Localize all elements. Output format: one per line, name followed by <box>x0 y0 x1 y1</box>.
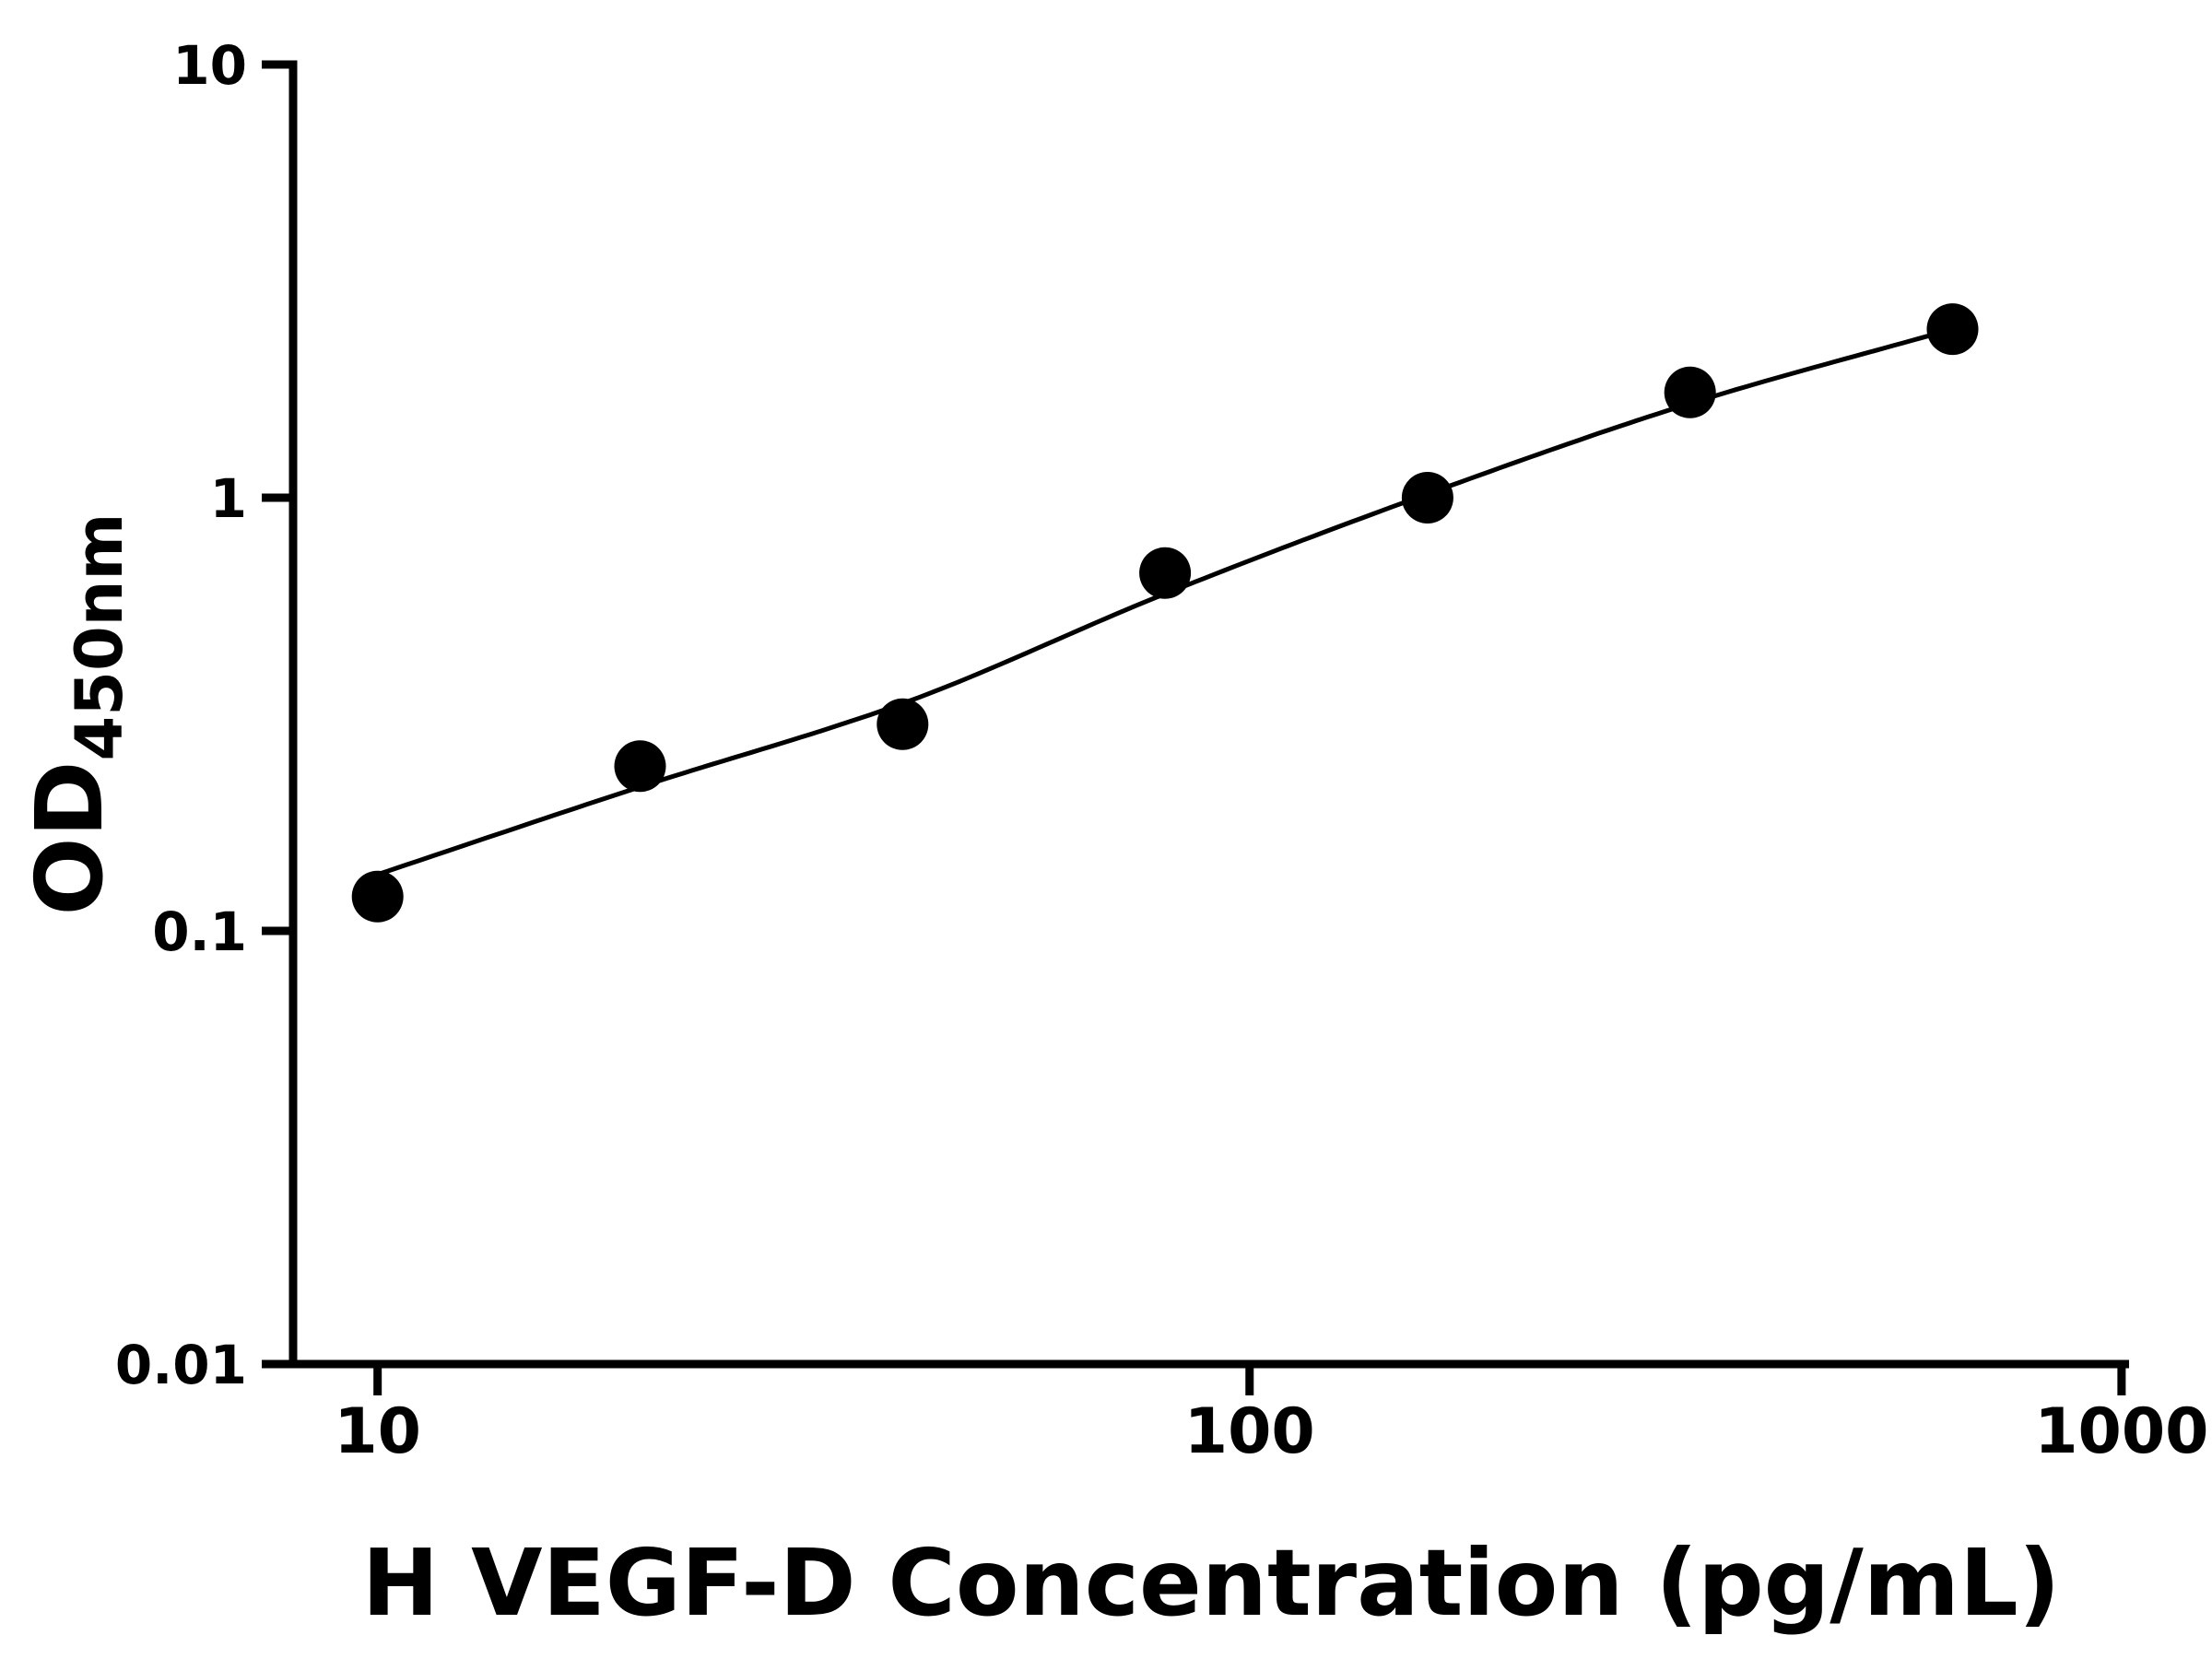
data-point <box>1401 472 1453 524</box>
axes-layer: 10 100 1000 10 1 0.1 0.01 <box>115 34 2209 1468</box>
y-tick-label: 10 <box>172 34 247 97</box>
axis-spine <box>288 60 2129 1369</box>
data-point <box>1926 303 1979 356</box>
y-tick-label: 0.1 <box>152 900 247 963</box>
x-tick-label: 100 <box>1184 1395 1315 1468</box>
x-axis-title: H VEGF-D Concentration (pg/mL) <box>362 1529 2061 1637</box>
fit-curve-line <box>376 326 1954 877</box>
data-point <box>351 870 404 923</box>
data-point <box>1664 366 1716 418</box>
data-point <box>614 740 666 793</box>
data-layer <box>351 303 1979 923</box>
y-axis-title: OD450nm <box>16 513 137 916</box>
y-axis-title-subscript: 450nm <box>62 513 137 761</box>
data-point <box>1139 547 1192 599</box>
y-tick-label: 1 <box>210 467 247 530</box>
x-tick-label: 1000 <box>2034 1395 2208 1468</box>
x-tick-label: 10 <box>334 1395 421 1468</box>
data-point <box>877 698 929 750</box>
y-tick-label: 0.01 <box>115 1334 247 1396</box>
y-axis-title-main: OD <box>16 760 124 915</box>
labels-layer: H VEGF-D Concentration (pg/mL) OD450nm <box>16 513 2060 1637</box>
